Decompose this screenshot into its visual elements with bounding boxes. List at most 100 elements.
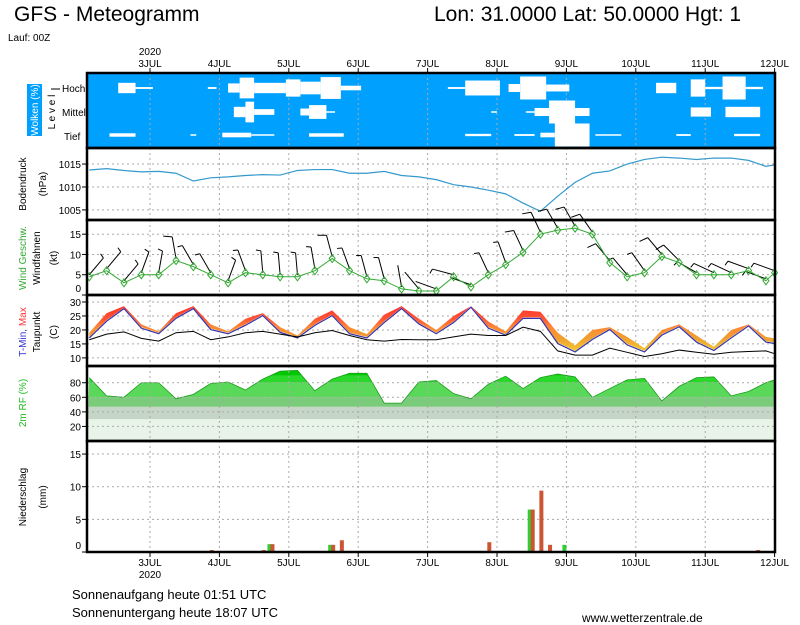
wind-barbs-label: Windfahnen	[32, 231, 43, 284]
cloud-hoch	[546, 84, 570, 92]
pressure-unit-label: (hPa)	[38, 172, 49, 196]
cloud-mittel	[309, 105, 327, 119]
cloud-hoch	[690, 79, 706, 97]
humidity-axis-label: 2m RF (%)	[18, 379, 29, 427]
bottom-day-label: 4JUL	[208, 558, 232, 569]
tmin-line	[88, 306, 775, 353]
precip-bar-red	[548, 544, 553, 552]
wind-barb	[663, 244, 680, 261]
wind-speed-marker	[241, 267, 250, 278]
wind-barb	[513, 230, 524, 251]
wind-speed-marker	[467, 282, 475, 292]
wind-barb-flag	[750, 262, 755, 268]
cloud-tief	[465, 133, 492, 137]
wind-speed-marker	[103, 265, 111, 276]
wind-barb-flag	[157, 248, 163, 252]
cloud-hoch	[745, 86, 764, 90]
cloud-hoch	[722, 76, 746, 100]
site-link[interactable]: www.wetterzentrale.de	[581, 611, 703, 625]
wind-barb	[378, 257, 385, 279]
wind-barb	[478, 252, 489, 273]
wind-barb-flag	[655, 244, 664, 250]
wind-speed-marker	[519, 247, 527, 258]
wind-speed-marker	[571, 223, 579, 233]
wind-barb	[88, 257, 104, 276]
bottom-day-label: 10JUL	[621, 558, 650, 569]
bottom-day-label: 8JUL	[485, 558, 509, 569]
cloud-mittel	[725, 106, 761, 118]
wind-speed-marker	[293, 271, 302, 282]
cloud-mittel	[575, 107, 590, 117]
wind-barb	[199, 253, 212, 273]
wind-barb	[295, 252, 298, 275]
wind-barb	[181, 245, 194, 265]
top-day-label: 9JUL	[555, 59, 579, 70]
precipitation-tick-label: 10	[70, 483, 82, 494]
bottom-day-label: 9JUL	[555, 558, 579, 569]
humidity-tick-label: 80	[70, 379, 82, 390]
cloud-mittel	[534, 107, 550, 117]
level-hoch: Hoch	[62, 84, 85, 95]
wind-speed-marker	[259, 269, 267, 280]
humidity-panel: 20 40 60 80	[70, 364, 777, 443]
cloud-hoch	[285, 79, 301, 97]
wind-barb	[647, 237, 663, 255]
wind-barb-flag	[429, 268, 433, 274]
wind-barb-flag	[163, 235, 173, 238]
level-mittel: Mittel	[62, 108, 86, 119]
rh-band-mid	[87, 406, 775, 420]
cloud-label-box	[27, 84, 42, 136]
pressure-frame	[85, 146, 777, 222]
precip-bar-red	[539, 490, 544, 552]
cloud-tief	[109, 133, 136, 137]
dewpoint-line	[89, 326, 775, 358]
precip-axis-label: Niederschlag	[18, 468, 29, 526]
wind-barb	[612, 257, 628, 276]
wind-barb	[579, 213, 593, 233]
precip-bar-green	[562, 544, 567, 552]
sunset-text: Sonnenuntergang heute 18:07 UTC	[72, 605, 278, 620]
cloud-tief	[251, 134, 275, 136]
bottom-day-label: 11JUL	[691, 558, 720, 569]
top-day-label: 4JUL	[208, 59, 232, 70]
bottom-year-label: 2020	[139, 570, 162, 581]
wind-speed-marker	[137, 269, 145, 280]
wind-frame	[85, 218, 777, 297]
wind-speed-marker	[762, 275, 770, 286]
cloud-mittel	[245, 101, 255, 123]
temperature-tick-label: 30	[70, 298, 82, 309]
wind-speed-marker	[502, 259, 510, 270]
wind-tick-label: 5	[75, 271, 81, 282]
wind-barb-flag	[690, 263, 695, 268]
time-axes: 3JUL 3JUL 4JUL 4JUL 5JUL 5JUL 6JUL 6JUL 7JUL 7JUL…	[138, 59, 789, 569]
model-run: Lauf: 00Z	[8, 33, 50, 44]
wind-barb	[397, 265, 403, 288]
pressure-tick-label: 1005	[59, 206, 82, 217]
top-day-label: 3JUL	[138, 59, 162, 70]
cloud-hoch	[228, 83, 240, 93]
wind-barb	[171, 236, 177, 259]
wind-speed-label: Wind Geschw.	[18, 226, 29, 290]
wind-barb	[106, 251, 122, 269]
precipitation-tick-label: 5	[75, 515, 81, 526]
wind-speed-marker	[675, 257, 683, 268]
wind-barb	[753, 262, 775, 272]
wind-barb	[711, 262, 732, 274]
wind-tick-label: 0	[75, 284, 81, 295]
wind-barb	[546, 208, 559, 229]
tmax-label: Max	[18, 307, 29, 326]
wind-barb	[341, 247, 350, 269]
cloud-hoch	[447, 87, 466, 89]
wind-barb-flag	[273, 251, 279, 254]
wind-speed-marker	[484, 269, 492, 280]
precipitation-panel: 0 5 10 15	[70, 439, 777, 554]
wind-speed-marker	[155, 269, 163, 280]
wind-tick-label: 15	[70, 230, 82, 241]
top-day-label: 5JUL	[277, 59, 301, 70]
temperature-tick-label: 20	[70, 326, 82, 337]
rh-fill-band	[87, 375, 775, 383]
rh-band-low	[87, 419, 775, 441]
wind-speed-marker	[536, 229, 544, 240]
precip-bar-red	[331, 544, 336, 552]
cloud-hoch	[254, 82, 286, 94]
